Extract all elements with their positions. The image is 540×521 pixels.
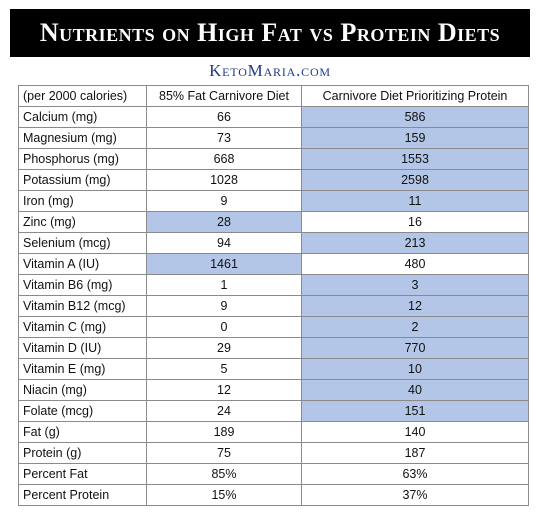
high-protein-value: 187 <box>301 442 529 464</box>
high-fat-value: 66 <box>146 106 302 128</box>
high-protein-value: 140 <box>301 421 529 443</box>
table-row: Vitamin B6 (mg) 1 3 <box>18 274 529 296</box>
nutrient-label: Protein (g) <box>18 442 147 464</box>
table-row: Fat (g) 189 140 <box>18 421 529 443</box>
high-protein-value: 213 <box>301 232 529 254</box>
high-protein-value: 151 <box>301 400 529 422</box>
nutrient-label: Phosphorus (mg) <box>18 148 147 170</box>
nutrient-label: Vitamin D (IU) <box>18 337 147 359</box>
high-fat-value: 73 <box>146 127 302 149</box>
brand-name: KetoMaria.com <box>209 61 331 80</box>
table-row: Phosphorus (mg) 668 1553 <box>18 148 529 170</box>
nutrient-label: Vitamin A (IU) <box>18 253 147 275</box>
high-fat-value: 28 <box>146 211 302 233</box>
table-row: Magnesium (mg) 73 159 <box>18 127 529 149</box>
table-row: Percent Fat 85% 63% <box>18 463 529 485</box>
high-protein-value: 3 <box>301 274 529 296</box>
nutrient-label: Vitamin C (mg) <box>18 316 147 338</box>
nutrient-label: Percent Protein <box>18 484 147 506</box>
column-header-basis: (per 2000 calories) <box>18 85 147 107</box>
table-row: Niacin (mg) 12 40 <box>18 379 529 401</box>
high-protein-value: 1553 <box>301 148 529 170</box>
table-row: Vitamin E (mg) 5 10 <box>18 358 529 380</box>
table-row: Vitamin A (IU) 1461 480 <box>18 253 529 275</box>
table-row: Folate (mcg) 24 151 <box>18 400 529 422</box>
high-fat-value: 9 <box>146 295 302 317</box>
table-row: Selenium (mcg) 94 213 <box>18 232 529 254</box>
high-protein-value: 16 <box>301 211 529 233</box>
table-row: Vitamin D (IU) 29 770 <box>18 337 529 359</box>
nutrient-label: Fat (g) <box>18 421 147 443</box>
nutrient-label: Folate (mcg) <box>18 400 147 422</box>
table-row: Potassium (mg) 1028 2598 <box>18 169 529 191</box>
nutrient-label: Percent Fat <box>18 463 147 485</box>
column-header-high-protein: Carnivore Diet Prioritizing Protein <box>301 85 529 107</box>
nutrient-label: Selenium (mcg) <box>18 232 147 254</box>
nutrient-label: Iron (mg) <box>18 190 147 212</box>
high-protein-value: 12 <box>301 295 529 317</box>
nutrient-label: Zinc (mg) <box>18 211 147 233</box>
high-fat-value: 29 <box>146 337 302 359</box>
column-header-high-fat: 85% Fat Carnivore Diet <box>146 85 302 107</box>
high-fat-value: 15% <box>146 484 302 506</box>
nutrient-label: Magnesium (mg) <box>18 127 147 149</box>
high-fat-value: 1028 <box>146 169 302 191</box>
table-row: Iron (mg) 9 11 <box>18 190 529 212</box>
high-fat-value: 12 <box>146 379 302 401</box>
high-protein-value: 37% <box>301 484 529 506</box>
high-fat-value: 5 <box>146 358 302 380</box>
high-fat-value: 1 <box>146 274 302 296</box>
high-protein-value: 11 <box>301 190 529 212</box>
high-protein-value: 40 <box>301 379 529 401</box>
page-title: Nutrients on High Fat vs Protein Diets <box>39 18 501 47</box>
table-body: Calcium (mg) 66 586 Magnesium (mg) 73 159 Phos… <box>18 106 529 506</box>
table-row: Calcium (mg) 66 586 <box>18 106 529 128</box>
high-protein-value: 2 <box>301 316 529 338</box>
high-protein-value: 2598 <box>301 169 529 191</box>
high-fat-value: 9 <box>146 190 302 212</box>
high-protein-value: 770 <box>301 337 529 359</box>
table-row: Protein (g) 75 187 <box>18 442 529 464</box>
high-protein-value: 586 <box>301 106 529 128</box>
high-protein-value: 480 <box>301 253 529 275</box>
nutrient-label: Calcium (mg) <box>18 106 147 128</box>
table-row: Vitamin C (mg) 0 2 <box>18 316 529 338</box>
title-banner: Nutrients on High Fat vs Protein Diets <box>10 9 530 57</box>
high-fat-value: 75 <box>146 442 302 464</box>
high-fat-value: 94 <box>146 232 302 254</box>
high-fat-value: 24 <box>146 400 302 422</box>
high-fat-value: 85% <box>146 463 302 485</box>
table-header-row: (per 2000 calories) 85% Fat Carnivore Di… <box>18 85 529 107</box>
high-fat-value: 0 <box>146 316 302 338</box>
high-fat-value: 668 <box>146 148 302 170</box>
nutrient-label: Vitamin B12 (mcg) <box>18 295 147 317</box>
nutrient-label: Vitamin E (mg) <box>18 358 147 380</box>
table-row: Vitamin B12 (mcg) 9 12 <box>18 295 529 317</box>
high-protein-value: 159 <box>301 127 529 149</box>
high-fat-value: 1461 <box>146 253 302 275</box>
high-protein-value: 63% <box>301 463 529 485</box>
nutrient-table: (per 2000 calories) 85% Fat Carnivore Di… <box>18 85 529 506</box>
nutrient-label: Vitamin B6 (mg) <box>18 274 147 296</box>
high-protein-value: 10 <box>301 358 529 380</box>
nutrient-label: Niacin (mg) <box>18 379 147 401</box>
table-row: Percent Protein 15% 37% <box>18 484 529 506</box>
high-fat-value: 189 <box>146 421 302 443</box>
table-row: Zinc (mg) 28 16 <box>18 211 529 233</box>
nutrient-label: Potassium (mg) <box>18 169 147 191</box>
